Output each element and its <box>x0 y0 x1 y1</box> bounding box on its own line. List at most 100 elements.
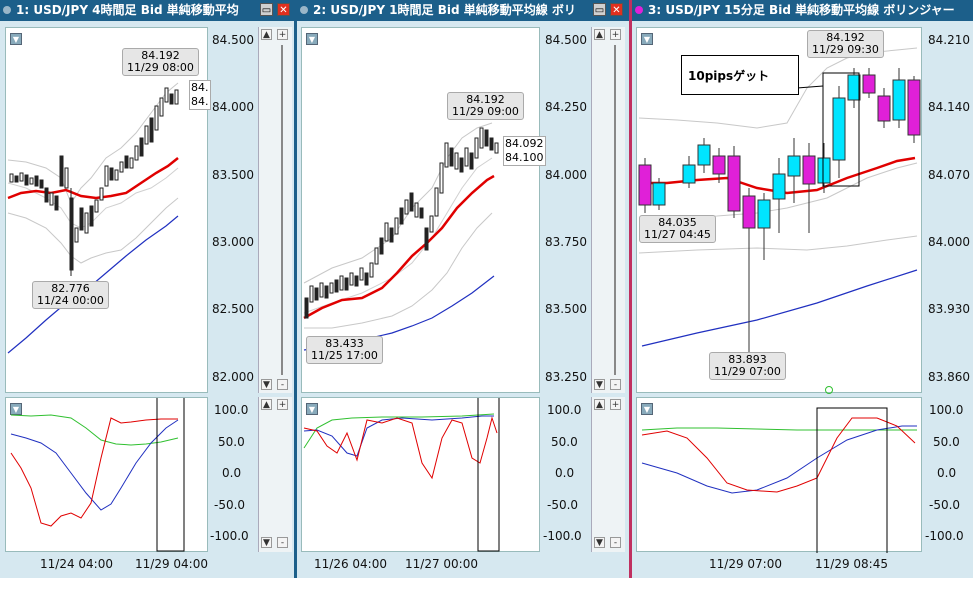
zoom-scrollbar[interactable]: ▲ + ▼ - <box>591 27 625 393</box>
panel-divider[interactable] <box>629 0 632 578</box>
scroll-up-button[interactable]: ▲ <box>594 399 605 410</box>
callout-low: 83.893 11/29 07:00 <box>709 352 786 380</box>
zoom-track[interactable] <box>281 45 283 375</box>
x-label: 11/27 00:00 <box>405 557 478 571</box>
price-chart-1[interactable]: ▼ <box>5 27 211 393</box>
chart-window-1: 1: USD/JPY 4時間足 Bid 単純移動平均 ▭ ✕ ▼ <box>0 0 294 578</box>
y-tick: 84.210 <box>928 33 970 47</box>
price-tag: 84. 84. <box>189 80 211 110</box>
zoom-in-button[interactable]: + <box>277 399 288 410</box>
window-icon <box>300 6 308 14</box>
zoom-in-button[interactable]: + <box>277 29 288 40</box>
chart-menu-icon[interactable]: ▼ <box>306 33 318 45</box>
osc-tick: -50.0 <box>929 498 961 512</box>
y-tick: 84.140 <box>928 100 970 114</box>
osc-scrollbar[interactable]: ▲ + ▼ - <box>258 397 292 552</box>
scroll-down-button[interactable]: ▼ <box>594 379 605 390</box>
y-tick: 84.500 <box>545 33 587 47</box>
zoom-out-button[interactable]: - <box>610 537 621 548</box>
osc-tick: -50.0 <box>214 498 246 512</box>
price-tag: 84.092 84.100 <box>503 136 546 166</box>
y-tick: 84.070 <box>928 168 970 182</box>
zoom-out-button[interactable]: - <box>277 537 288 548</box>
zoom-in-button[interactable]: + <box>610 399 621 410</box>
osc-tick: -100.0 <box>925 529 964 543</box>
y-tick: 84.000 <box>928 235 970 249</box>
osc-tick: 100.0 <box>214 403 249 417</box>
chart-window-2: 2: USD/JPY 1時間足 Bid 単純移動平均線 ボリ ▭ ✕ ▼ <box>297 0 629 578</box>
chart-2-title: 2: USD/JPY 1時間足 Bid 単純移動平均線 ボリ <box>313 3 576 17</box>
osc-tick: 0.0 <box>222 466 242 480</box>
oscillator-menu-icon[interactable]: ▼ <box>306 403 318 415</box>
osc-tick: 100.0 <box>547 403 582 417</box>
chart-menu-icon[interactable]: ▼ <box>641 33 653 45</box>
y-tick: 82.500 <box>212 302 254 316</box>
zoom-in-button[interactable]: + <box>610 29 621 40</box>
window-icon <box>3 6 11 14</box>
scroll-down-button[interactable]: ▼ <box>261 379 272 390</box>
x-label: 11/29 08:45 <box>815 557 888 571</box>
oscillator-1[interactable]: ▼ <box>5 397 208 552</box>
y-tick: 84.000 <box>212 100 254 114</box>
chart-3-title: 3: USD/JPY 15分足 Bid 単純移動平均線 ボリンジャー <box>648 3 955 17</box>
annotation-box[interactable]: 10pipsゲット <box>681 55 799 95</box>
callout-high: 84.192 11/29 08:00 <box>122 48 199 76</box>
callout-left: 84.035 11/27 04:45 <box>639 215 716 243</box>
osc-tick: -100.0 <box>210 529 249 543</box>
price-chart-3[interactable]: ▼ <box>636 27 922 393</box>
scroll-down-button[interactable]: ▼ <box>261 537 272 548</box>
scroll-down-button[interactable]: ▼ <box>594 537 605 548</box>
osc-tick: 50.0 <box>551 435 578 449</box>
oscillator-menu-icon[interactable]: ▼ <box>10 403 22 415</box>
y-tick: 83.750 <box>545 235 587 249</box>
chart-1-titlebar[interactable]: 1: USD/JPY 4時間足 Bid 単純移動平均 ▭ ✕ <box>0 0 294 21</box>
osc-tick: -50.0 <box>547 498 579 512</box>
callout-high: 84.192 11/29 09:30 <box>807 30 884 58</box>
x-label: 11/29 04:00 <box>135 557 208 571</box>
callout-low: 82.776 11/24 00:00 <box>32 281 109 309</box>
y-tick: 83.500 <box>545 302 587 316</box>
y-tick: 83.860 <box>928 370 970 384</box>
osc-tick: 0.0 <box>555 466 575 480</box>
osc-tick: 50.0 <box>933 435 960 449</box>
oscillator-menu-icon[interactable]: ▼ <box>641 403 653 415</box>
zoom-scrollbar[interactable]: ▲ + ▼ - <box>258 27 292 393</box>
scroll-up-button[interactable]: ▲ <box>261 29 272 40</box>
minimize-button[interactable]: ▭ <box>260 3 273 16</box>
annotation-text: 10pipsゲット <box>688 69 770 83</box>
y-tick: 83.000 <box>212 235 254 249</box>
osc-tick: 0.0 <box>937 466 957 480</box>
osc-tick: 50.0 <box>218 435 245 449</box>
window-icon <box>635 6 643 14</box>
chart-window-3: 3: USD/JPY 15分足 Bid 単純移動平均線 ボリンジャー ▼ <box>632 0 973 578</box>
zoom-track[interactable] <box>614 45 616 375</box>
scroll-up-button[interactable]: ▲ <box>261 399 272 410</box>
close-button[interactable]: ✕ <box>277 3 290 16</box>
x-label: 11/26 04:00 <box>314 557 387 571</box>
marker-circle <box>825 386 833 394</box>
y-tick: 83.930 <box>928 302 970 316</box>
chart-1-title: 1: USD/JPY 4時間足 Bid 単純移動平均 <box>16 3 239 17</box>
y-tick: 84.000 <box>545 168 587 182</box>
osc-tick: 100.0 <box>929 403 964 417</box>
y-tick: 83.250 <box>545 370 587 384</box>
chart-2-titlebar[interactable]: 2: USD/JPY 1時間足 Bid 単純移動平均線 ボリ ▭ ✕ <box>297 0 629 21</box>
zoom-out-button[interactable]: - <box>277 379 288 390</box>
y-tick: 84.250 <box>545 100 587 114</box>
panel-divider[interactable] <box>294 0 297 578</box>
scroll-up-button[interactable]: ▲ <box>594 29 605 40</box>
callout-low: 83.433 11/25 17:00 <box>306 336 383 364</box>
oscillator-3[interactable]: ▼ <box>636 397 922 553</box>
y-tick: 83.500 <box>212 168 254 182</box>
x-label: 11/24 04:00 <box>40 557 113 571</box>
oscillator-2[interactable]: ▼ <box>301 397 540 552</box>
minimize-button[interactable]: ▭ <box>593 3 606 16</box>
osc-tick: -100.0 <box>543 529 582 543</box>
y-tick: 84.500 <box>212 33 254 47</box>
close-button[interactable]: ✕ <box>610 3 623 16</box>
chart-menu-icon[interactable]: ▼ <box>10 33 22 45</box>
zoom-out-button[interactable]: - <box>610 379 621 390</box>
osc-scrollbar[interactable]: ▲ + ▼ - <box>591 397 625 552</box>
price-chart-2[interactable]: ▼ <box>301 27 546 393</box>
chart-3-titlebar[interactable]: 3: USD/JPY 15分足 Bid 単純移動平均線 ボリンジャー <box>632 0 973 21</box>
